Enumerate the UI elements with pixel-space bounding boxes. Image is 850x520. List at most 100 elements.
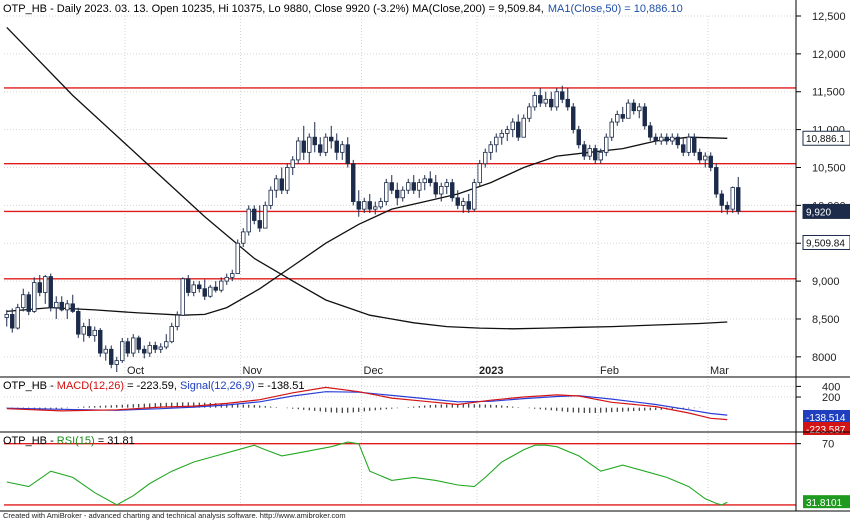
rsi-value-boxes: 31.8101 — [803, 495, 850, 509]
candle-body-up — [285, 167, 290, 191]
candle-body-up — [417, 182, 422, 191]
candle-body-up — [114, 360, 119, 365]
candle-body-down — [516, 121, 521, 138]
candle-body-down — [318, 144, 323, 153]
candle — [142, 345, 147, 359]
candle-body-up — [527, 106, 532, 119]
macd-value-box: -223.587 — [803, 422, 850, 436]
candle — [153, 341, 158, 354]
candle-body-up — [384, 182, 389, 202]
candle-body-up — [230, 273, 235, 278]
macd-value-box-label: -223.587 — [806, 425, 846, 436]
candle — [686, 133, 691, 157]
date-tick-label: 2023 — [479, 365, 503, 377]
candle-body-up — [169, 326, 174, 343]
candle — [274, 175, 279, 198]
candle-body-down — [202, 288, 207, 297]
candle — [307, 133, 312, 164]
candle-body-down — [692, 136, 697, 153]
rsi-value-box-label: 31.8101 — [806, 498, 843, 509]
price-value-boxes: 10,886.1 9,920 9,509.84 — [802, 130, 850, 250]
candle — [164, 334, 169, 350]
candle — [510, 118, 515, 138]
price-title-ma50: MA1(Close,50) = 10,886.10 — [548, 3, 683, 15]
candle-body-down — [186, 278, 191, 293]
candle-body-down — [560, 91, 565, 100]
candle — [54, 296, 59, 319]
candle-body-up — [554, 91, 559, 108]
rsi-line — [6, 441, 728, 506]
candle-body-up — [4, 314, 9, 318]
price-tick-label: 10,500 — [812, 162, 846, 174]
candle-body-up — [21, 294, 26, 309]
candle-body-up — [208, 286, 213, 297]
candle — [4, 309, 9, 327]
candle — [659, 133, 664, 145]
candle — [428, 171, 433, 187]
candle-body-up — [241, 231, 246, 244]
macd-grid — [4, 385, 796, 398]
candle — [241, 228, 246, 248]
candle — [329, 125, 334, 149]
candle-body-down — [664, 136, 669, 142]
candle — [422, 175, 427, 191]
candle-body-down — [142, 348, 147, 354]
candle — [340, 140, 345, 160]
rsi-title: OTP_HB - RSI(15) = 31.81 — [3, 435, 135, 447]
ma200-path — [6, 26, 728, 330]
candle-body-up — [543, 98, 548, 104]
price-value-box: 9,509.84 — [802, 234, 850, 250]
candle-body-up — [120, 341, 125, 362]
candle — [10, 308, 15, 333]
candle — [406, 178, 411, 194]
candle — [455, 190, 460, 210]
price-tick-label: 12,500 — [812, 11, 846, 23]
candle — [576, 125, 581, 149]
candle — [532, 91, 537, 111]
candle-body-down — [571, 106, 576, 131]
candle — [230, 269, 235, 282]
candle-body-up — [604, 136, 609, 153]
candle — [593, 144, 598, 164]
candle — [175, 311, 180, 331]
macd-title-macd-value: = -223.59, — [124, 380, 180, 392]
candle — [571, 103, 576, 134]
rsi-path — [6, 441, 728, 506]
candle — [626, 99, 631, 119]
candle-body-up — [477, 163, 482, 184]
price-value-box-label: 9,920 — [806, 207, 831, 218]
price-grid — [4, 15, 796, 508]
candle — [208, 284, 213, 298]
candle — [395, 182, 400, 206]
candle-body-up — [461, 201, 466, 206]
candle-body-down — [576, 129, 581, 146]
candle — [664, 133, 669, 145]
candle-body-up — [505, 129, 510, 134]
price-title-ma200: MA(Close,200) = 9,509.84, — [412, 3, 544, 15]
candle-body-down — [681, 144, 686, 153]
candle-body-down — [719, 193, 724, 206]
candle-body-down — [301, 140, 306, 153]
candle — [81, 322, 86, 342]
candle — [109, 345, 114, 369]
price-title-symbol: OTP_HB — [3, 3, 47, 15]
candle — [213, 281, 218, 293]
candle — [505, 125, 510, 141]
candle — [219, 277, 224, 293]
candle-body-up — [340, 144, 345, 153]
candle-body-up — [43, 276, 48, 293]
candle — [279, 167, 284, 194]
candle-body-down — [70, 303, 75, 312]
candle-body-down — [565, 98, 570, 108]
candle — [450, 178, 455, 202]
candle-body-down — [334, 140, 339, 153]
candle — [516, 114, 521, 141]
macd-title-signal: Signal(12,26,9) — [180, 380, 255, 392]
candle-body-up — [499, 133, 504, 138]
candle — [373, 201, 378, 215]
candle-body-down — [642, 106, 647, 127]
candle — [98, 328, 103, 357]
candle — [609, 118, 614, 141]
candle — [384, 178, 389, 206]
